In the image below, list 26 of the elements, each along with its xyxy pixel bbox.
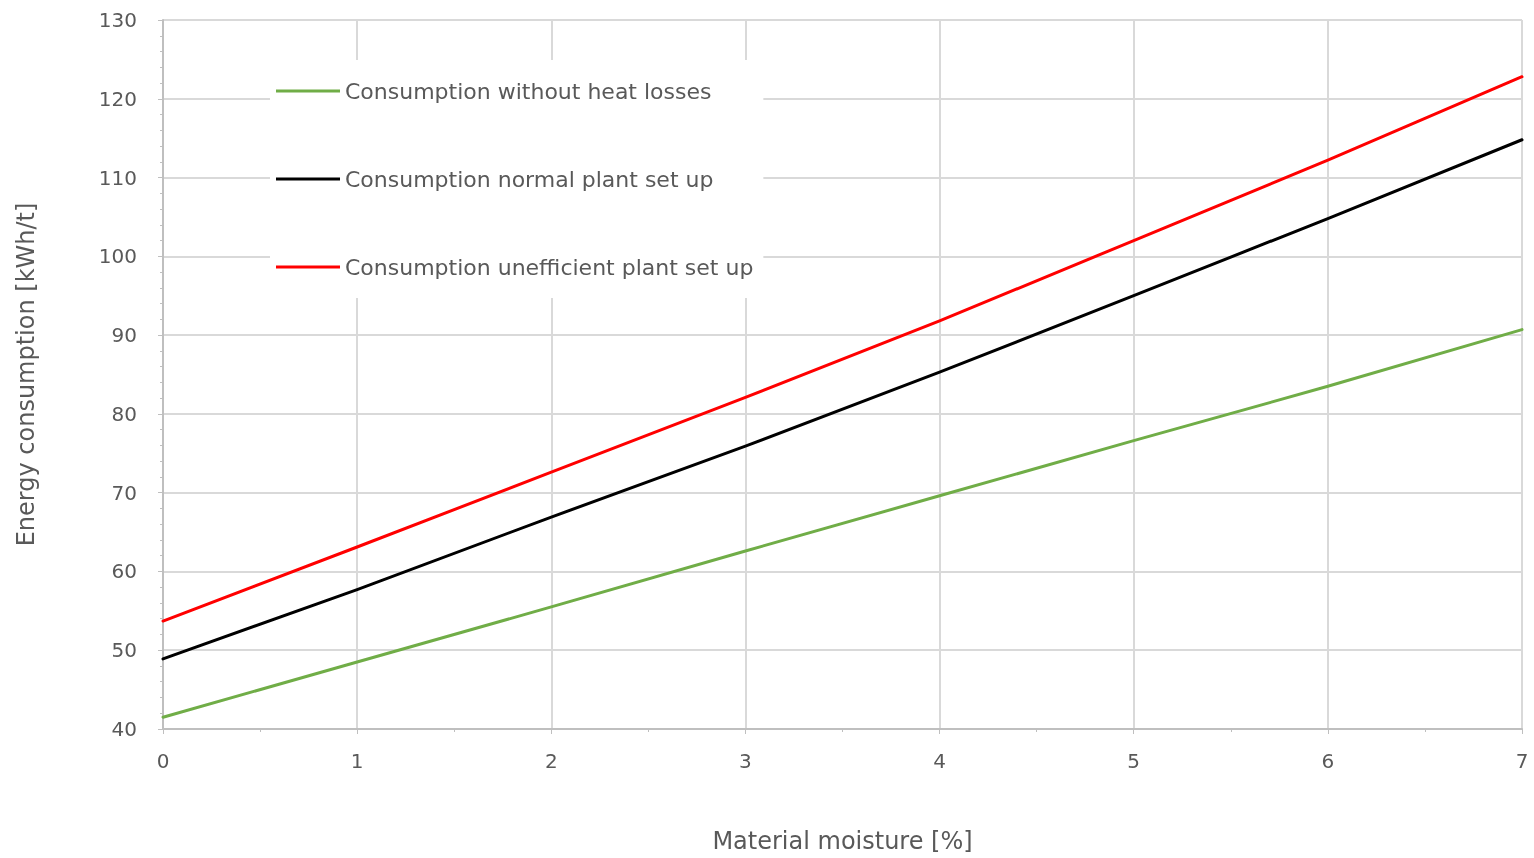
legend-label: Consumption unefficient plant set up [345,254,754,280]
x-tick-label: 7 [1515,749,1529,773]
line-series [161,328,1524,719]
y-tick-label: 130 [98,8,137,32]
y-tick-label: 120 [98,86,137,111]
y-tick-label: 100 [98,244,137,269]
y-tick-label: 40 [111,717,137,741]
x-tick-label: 3 [739,749,752,773]
y-axis-title: Energy consumption [kWh/t] [12,202,40,547]
x-tick-label: 4 [933,749,946,773]
y-tick-label: 70 [111,480,137,505]
x-axis-title: Material moisture [%] [712,827,973,855]
legend-label: Consumption normal plant set up [345,166,714,192]
legend-label: Consumption without heat losses [345,78,712,104]
x-tick-label: 0 [156,749,170,773]
x-tick-label: 6 [1321,749,1335,773]
line-series [161,138,1524,661]
y-tick-label: 90 [111,323,137,348]
y-tick-label: 80 [111,401,137,426]
line-series [161,75,1524,623]
y-tick-label: 110 [98,165,137,190]
x-tick-label: 1 [350,749,364,773]
x-tick-label: 5 [1127,749,1141,773]
y-tick-label: 50 [111,638,137,663]
x-tick-label: 2 [544,749,558,773]
y-tick-label: 60 [111,559,137,584]
